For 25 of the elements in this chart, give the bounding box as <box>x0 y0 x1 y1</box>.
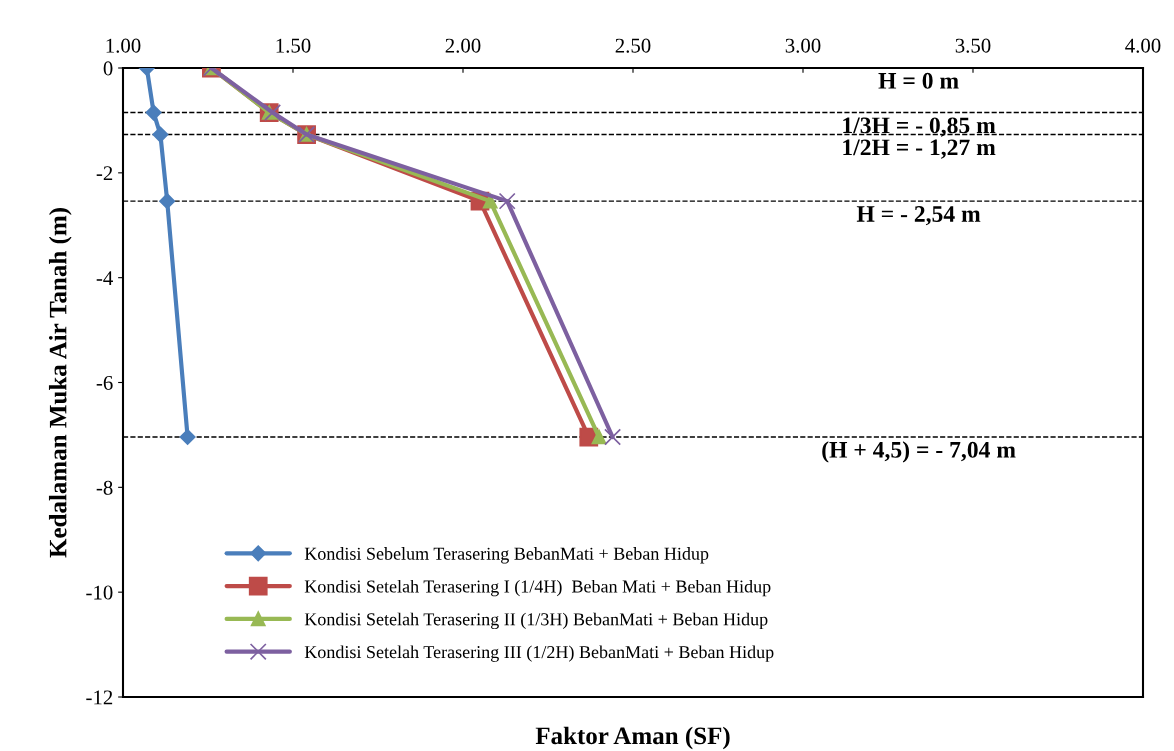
x-tick-label: 1.00 <box>106 38 141 53</box>
x-axis-title: Faktor Aman (SF) <box>535 726 730 750</box>
y-tick-label: -6 <box>96 375 113 390</box>
ref-line-label: 1/2H = - 1,27 m <box>843 139 996 159</box>
legend-label: Kondisi Setelah Terasering I (1/4H) Beban Mati + Beban Hidup <box>304 579 771 597</box>
ref-line-label: 1/3H = - 0,85 m <box>843 117 996 137</box>
y-tick-label: -2 <box>96 166 113 181</box>
y-tick-label: -10 <box>86 585 113 600</box>
legend-label: Kondisi Sebelum Terasering BebanMati + Beban Hidup <box>304 547 709 564</box>
y-axis-title: Kedalaman Muka Air Tanah (m) <box>48 208 72 558</box>
x-tick-label: 4.00 <box>1125 38 1161 53</box>
y-tick-label: -4 <box>96 271 113 285</box>
legend-label: Kondisi Setelah Terasering II (1/3H) BebanMati + Beban Hidup <box>304 612 768 630</box>
y-tick-label: -8 <box>96 480 113 495</box>
x-tick-label: 1.50 <box>276 38 311 53</box>
y-tick-label: 0 <box>103 61 113 76</box>
annotation: H = 0 m <box>878 72 959 89</box>
x-tick-label: 3.00 <box>785 38 821 53</box>
y-tick-label: -12 <box>86 690 113 705</box>
ref-line-label: H = - 2,54 m <box>856 206 981 226</box>
x-tick-label: 3.50 <box>955 38 991 53</box>
x-tick-label: 2.00 <box>445 38 481 53</box>
legend-label: Kondisi Setelah Terasering III (1/2H) BebanMati + Beban Hidup <box>304 645 774 662</box>
ref-line-label: (H + 4,5) = - 7,04 m <box>822 441 1016 463</box>
x-tick-label: 2.50 <box>615 38 651 53</box>
